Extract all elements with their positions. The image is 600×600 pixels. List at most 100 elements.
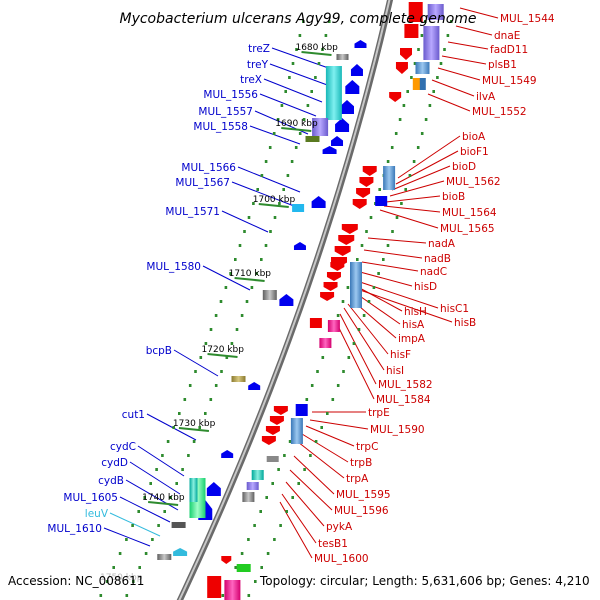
- leader-line: [237, 166, 301, 193]
- guide-dot: [406, 90, 409, 93]
- cog-bar: [157, 554, 172, 560]
- cog-bar: [231, 376, 246, 382]
- guide-dot: [240, 314, 244, 317]
- guide-dot: [328, 20, 331, 23]
- gene-label-dnae: dnaE: [494, 30, 520, 42]
- guide-dot: [280, 104, 284, 107]
- gene-label-plsb1: plsB1: [488, 59, 517, 71]
- guide-dot: [420, 34, 424, 37]
- guide-dot: [278, 202, 281, 205]
- guide-dot: [331, 398, 335, 401]
- guide-dot: [346, 286, 350, 289]
- gene-label-trpe: trpE: [368, 407, 390, 419]
- gene-forward: [331, 136, 344, 146]
- ruler-label-1680-kbp: 1680 kbp: [295, 43, 338, 53]
- genome-summary: Topology: circular; Length: 5,631,606 bp…: [260, 574, 590, 588]
- cog-bar: [350, 262, 362, 308]
- cog-bar: [427, 4, 444, 20]
- leader-line: [289, 469, 333, 511]
- guide-dot: [321, 356, 325, 359]
- leader-line: [427, 93, 471, 112]
- guide-dot: [268, 146, 272, 149]
- gene-label-trpc: trpC: [356, 441, 378, 453]
- guide-dot: [272, 132, 276, 135]
- gene-label-hisa: hisA: [402, 319, 425, 331]
- guide-dot: [155, 468, 158, 471]
- guide-dot: [279, 524, 282, 527]
- gene-label-trez: treZ: [248, 43, 270, 55]
- guide-dot: [125, 594, 129, 597]
- guide-dot: [209, 328, 213, 331]
- guide-dot: [377, 272, 380, 275]
- guide-dot: [138, 566, 141, 569]
- guide-dot: [112, 566, 115, 569]
- leader-line: [335, 321, 375, 400]
- leader-line: [297, 441, 345, 479]
- cog-bar: [419, 78, 426, 90]
- gene-label-mul-1562: MUL_1562: [446, 176, 501, 188]
- cog-bar: [292, 204, 305, 212]
- guide-dot: [386, 160, 390, 163]
- gene-reverse: [356, 188, 371, 198]
- cog-bar: [412, 78, 421, 90]
- guide-dot: [367, 300, 371, 303]
- guide-dot: [314, 76, 317, 79]
- gene-label-mul-1584: MUL_1584: [376, 394, 431, 406]
- leader-line: [146, 413, 197, 441]
- gene-label-mul-1595: MUL_1595: [336, 489, 391, 501]
- gene-label-mul-1567: MUL_1567: [175, 177, 230, 189]
- guide-dot: [357, 328, 361, 331]
- gene-forward: [293, 242, 306, 250]
- guide-dot: [234, 258, 237, 261]
- gene-label-hisi: hisI: [386, 365, 404, 377]
- guide-dot: [372, 286, 376, 289]
- gene-label-hish: hisH: [404, 306, 427, 318]
- gene-forward: [295, 404, 308, 416]
- guide-dot: [347, 356, 351, 359]
- gene-reverse: [359, 177, 374, 187]
- gene-label-mul-1544: MUL_1544: [500, 13, 555, 25]
- guide-dot: [314, 440, 318, 443]
- guide-dot: [175, 482, 178, 485]
- ruler-label-1700-kbp: 1700 kbp: [253, 195, 296, 205]
- gene-reverse: [221, 556, 232, 564]
- gene-reverse: [352, 199, 367, 209]
- gene-label-cydc: cydC: [110, 441, 136, 453]
- guide-dot: [439, 62, 443, 65]
- leader-line: [355, 285, 403, 312]
- gene-label-hisd: hisD: [414, 281, 437, 293]
- gene-forward: [279, 294, 294, 306]
- cog-bar: [423, 26, 440, 60]
- gene-reverse: [265, 426, 280, 435]
- gene-label-mul-1552: MUL_1552: [472, 106, 527, 118]
- gene-label-hisf: hisF: [390, 349, 411, 361]
- guide-dot: [221, 594, 225, 597]
- guide-dot: [286, 174, 290, 177]
- gene-reverse: [326, 272, 341, 281]
- guide-dot: [273, 216, 277, 219]
- guide-dot: [259, 510, 262, 513]
- leader-line: [231, 181, 295, 207]
- gene-label-trpb: trpB: [350, 457, 372, 469]
- cog-bar: [312, 118, 329, 136]
- guide-dot: [234, 566, 237, 569]
- leader-line: [441, 55, 487, 65]
- guide-dot: [317, 62, 321, 65]
- guide-dot: [416, 146, 420, 149]
- leader-line: [271, 47, 335, 71]
- leader-line: [173, 349, 219, 377]
- guide-dot: [291, 62, 295, 65]
- ruler-tick: [178, 427, 210, 432]
- gene-label-mul-1582: MUL_1582: [378, 379, 433, 391]
- guide-dot: [324, 34, 328, 37]
- guide-dot: [188, 384, 192, 387]
- guide-dot: [266, 552, 270, 555]
- gene-label-mul-1557: MUL_1557: [198, 106, 253, 118]
- guide-dot: [209, 398, 213, 401]
- guide-dot: [243, 230, 246, 233]
- leader-line: [367, 237, 427, 244]
- guide-dot: [181, 468, 184, 471]
- cog-bar: [325, 66, 342, 120]
- guide-dot: [240, 552, 244, 555]
- guide-dot: [157, 524, 160, 527]
